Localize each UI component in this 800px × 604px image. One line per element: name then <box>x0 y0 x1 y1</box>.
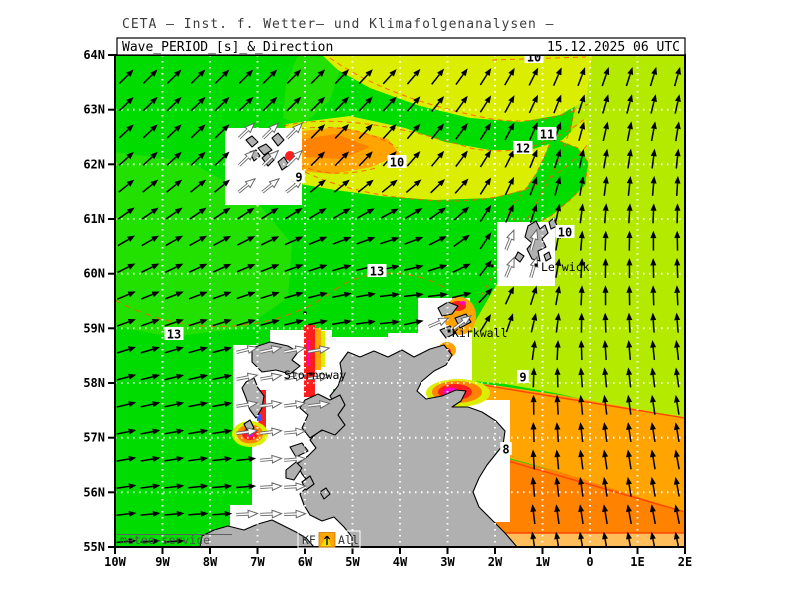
place-label: Lerwick <box>541 260 590 274</box>
lat-tick-label: 58N <box>83 376 105 390</box>
lat-tick-label: 60N <box>83 267 105 281</box>
place-marker-dot <box>448 330 451 333</box>
contour-label-value: 8 <box>502 443 509 457</box>
lon-tick-label: 6W <box>298 555 313 569</box>
lon-tick-label: 5W <box>345 555 360 569</box>
lat-tick-label: 57N <box>83 431 105 445</box>
lat-tick-label: 59N <box>83 321 105 335</box>
variable-title: Wave_PERIOD_[s]_&_Direction <box>122 40 333 55</box>
kf-label: KF <box>302 533 316 547</box>
lon-tick-label: 0 <box>586 555 593 569</box>
lon-tick-label: 1W <box>535 555 550 569</box>
lon-tick-label: 3W <box>440 555 455 569</box>
institute-title: CETA – Inst. f. Wetter– und Klimafolgena… <box>122 17 555 32</box>
place-label: Kirkwall <box>452 326 507 340</box>
watermark-brand: meteo-service <box>120 533 210 547</box>
white-cell <box>225 128 302 205</box>
lat-tick-label: 56N <box>83 485 105 499</box>
contour-label-value: 13 <box>167 328 181 342</box>
contour-label-value: 12 <box>516 142 530 156</box>
lat-tick-label: 62N <box>83 157 105 171</box>
place-marker-dot <box>535 264 538 267</box>
lon-tick-label: 9W <box>155 555 170 569</box>
contour-label-value: 10 <box>558 226 572 240</box>
contour-label-value: 13 <box>370 265 384 279</box>
contour-label-value: 10 <box>390 156 404 170</box>
lon-tick-label: 7W <box>250 555 265 569</box>
lat-tick-label: 61N <box>83 212 105 226</box>
lon-tick-label: 4W <box>393 555 408 569</box>
all-label: All <box>338 533 359 547</box>
lat-tick-label: 63N <box>83 103 105 117</box>
lat-tick-label: 64N <box>83 48 105 62</box>
lon-tick-label: 2W <box>488 555 503 569</box>
lon-tick-label: 2E <box>678 555 692 569</box>
contour-label-value: 9 <box>295 171 302 185</box>
lat-tick-label: 55N <box>83 540 105 554</box>
contour-label-value: 9 <box>519 371 526 385</box>
lon-tick-label: 8W <box>203 555 218 569</box>
lon-tick-label: 1E <box>630 555 644 569</box>
kf-all-badge: KF All <box>298 531 360 548</box>
islet-dot <box>491 265 494 268</box>
lon-tick-label: 10W <box>104 555 126 569</box>
place-label: Stornoway <box>284 368 346 382</box>
datetime-label: 15.12.2025 06 UTC <box>547 40 680 55</box>
contour-label-value: 11 <box>540 128 554 142</box>
orkney-spot-magenta <box>460 301 466 305</box>
